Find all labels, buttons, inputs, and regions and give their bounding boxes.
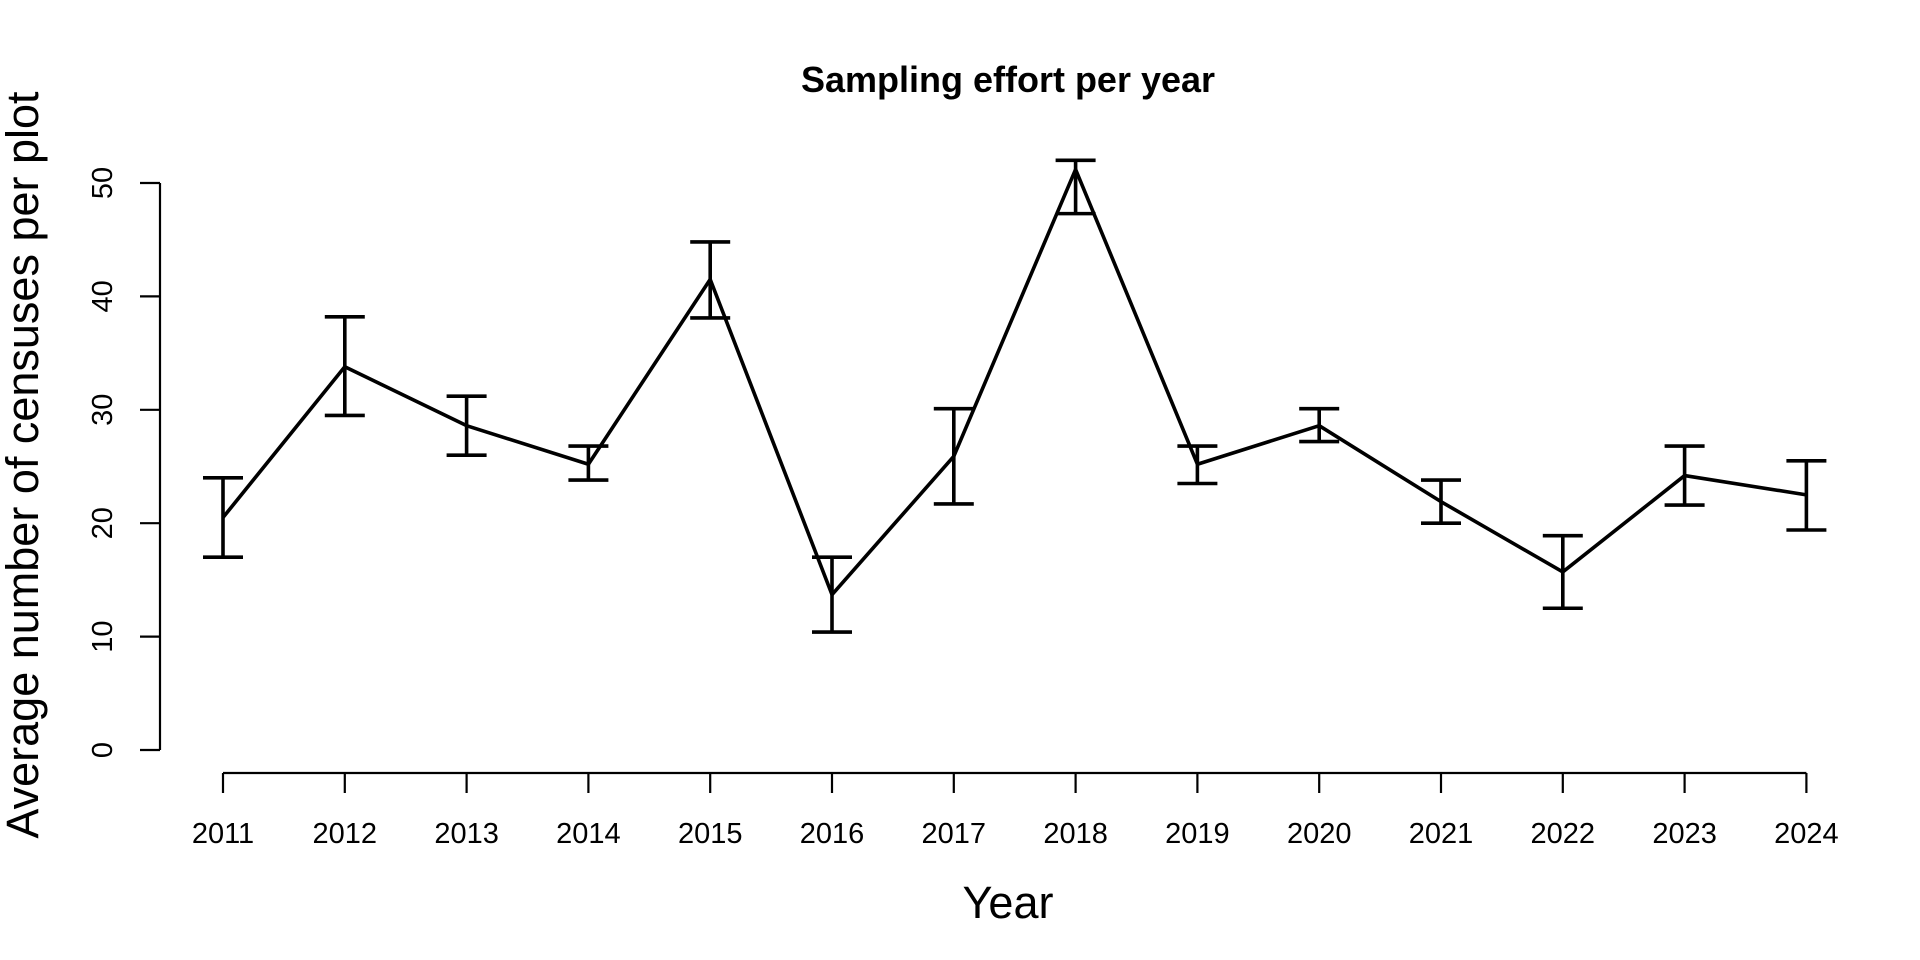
- x-tick-label: 2017: [922, 818, 987, 850]
- x-tick-label: 2022: [1531, 818, 1596, 850]
- y-tick-label: 0: [87, 742, 119, 758]
- x-tick-label: 2016: [800, 818, 865, 850]
- x-tick-label: 2021: [1409, 818, 1474, 850]
- chart-title: Sampling effort per year: [801, 59, 1215, 100]
- error-bar: [1786, 459, 1827, 532]
- x-tick-label: 2011: [192, 818, 254, 850]
- y-tick-label: 40: [87, 280, 119, 312]
- y-tick-label: 30: [87, 394, 119, 426]
- x-tick-label: 2023: [1652, 818, 1717, 850]
- x-tick-label: 2019: [1165, 818, 1230, 850]
- y-axis-ticks: 0 10 20 30 40 50: [87, 167, 160, 758]
- x-tick-label: 2012: [313, 818, 378, 850]
- x-axis-ticks: 2011 2012 2013 2014 2015 2016 2017 2018 2019 2020…: [192, 773, 1839, 850]
- error-bars: [203, 158, 1827, 634]
- x-tick-label: 2024: [1774, 818, 1839, 850]
- y-axis-label: Average number of censuses per plot: [0, 91, 48, 839]
- x-tick-label: 2020: [1287, 818, 1352, 850]
- x-tick-label: 2014: [556, 818, 621, 850]
- y-tick-label: 10: [87, 620, 119, 652]
- x-tick-label: 2018: [1043, 818, 1108, 850]
- x-axis-label: Year: [963, 877, 1054, 928]
- x-tick-label: 2015: [678, 818, 743, 850]
- y-tick-label: 50: [87, 167, 119, 199]
- series-line: [221, 167, 1807, 597]
- x-tick-label: 2013: [434, 818, 499, 850]
- y-tick-label: 20: [87, 507, 119, 539]
